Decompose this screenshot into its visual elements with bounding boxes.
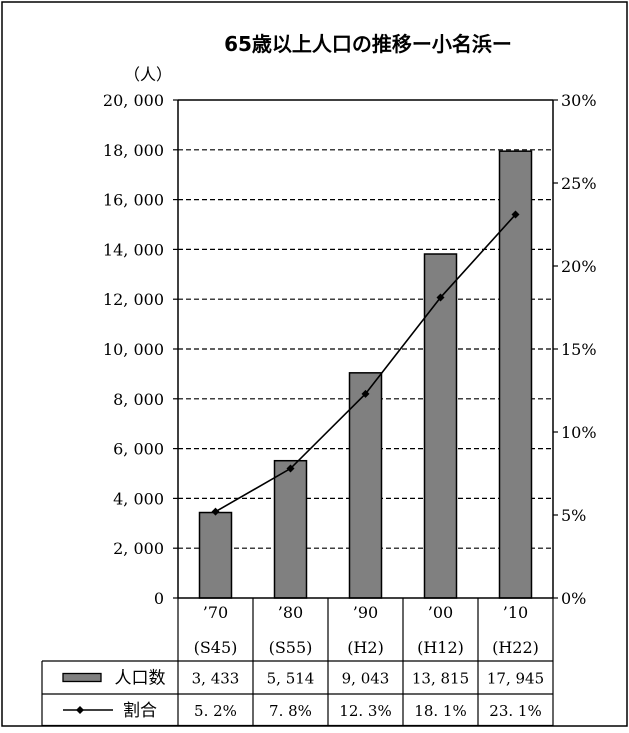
y-left-tick-label: 14, 000 [103, 240, 164, 259]
y-left-tick-label: 16, 000 [103, 191, 164, 210]
x-category-label: ’70 [203, 603, 228, 622]
data-table: ’70 (S45) ’80 (S55) ’90 (H2) ’00 (H12) ’10 (H22) 人… [41, 598, 554, 727]
y-left-tick-label: 20, 000 [103, 91, 164, 110]
data-label: 18. 1% [414, 702, 466, 720]
legend-key-bar [62, 672, 102, 683]
bar [198, 511, 233, 599]
y-left-tick-label: 8, 000 [113, 390, 164, 409]
y-right-tick-label: 30% [561, 91, 597, 110]
data-label: 3, 433 [192, 670, 240, 688]
bar [273, 459, 308, 599]
y-left-tick-label: 12, 000 [103, 290, 164, 309]
y-right-tick-label: 20% [561, 257, 597, 276]
line-point [361, 389, 370, 398]
bar [348, 372, 383, 599]
data-label: 17, 945 [487, 670, 544, 688]
data-label: 13, 815 [412, 670, 469, 688]
bar [423, 253, 458, 599]
line-series [211, 210, 520, 516]
bar-series [198, 150, 533, 599]
x-category-sublabel: (H2) [347, 638, 384, 657]
y-axis-left-unit-label: （人） [124, 65, 172, 84]
x-category-sublabel: (S55) [269, 638, 313, 657]
legend-label: 割合 [123, 701, 157, 721]
x-category-label: ’10 [503, 603, 528, 622]
y-left-tick-label: 10, 000 [103, 340, 164, 359]
data-label: 9, 043 [342, 670, 390, 688]
legend-key-marker [76, 706, 84, 714]
y-right-tick-label: 10% [561, 423, 597, 442]
data-label: 12. 3% [339, 702, 391, 720]
line-point [211, 507, 220, 516]
y-left-tick-label: 6, 000 [113, 440, 164, 459]
line-point [436, 293, 445, 302]
line-point [511, 210, 520, 219]
y-left-tick-label: 4, 000 [113, 489, 164, 508]
x-category-label: ’90 [353, 603, 378, 622]
data-label: 7. 8% [269, 702, 312, 720]
chart-title: 65歳以上人口の推移ー小名浜ー [224, 32, 512, 56]
y-left-tick-label: 2, 000 [113, 539, 164, 558]
x-category-sublabel: (H12) [417, 638, 464, 657]
y-right-tick-label: 0% [561, 589, 586, 608]
data-label: 23. 1% [489, 702, 541, 720]
data-label: 5, 514 [267, 670, 315, 688]
x-category-sublabel: (H22) [492, 638, 539, 657]
legend-label: 人口数 [115, 669, 166, 689]
y-axis-right-ticks: 0% 5% 10% 15% 20% 25% 30% [553, 91, 597, 608]
y-right-tick-label: 15% [561, 340, 597, 359]
x-category-label: ’80 [278, 603, 303, 622]
y-left-tick-label: 18, 000 [103, 141, 164, 160]
y-axis-left-ticks: 0 2, 000 4, 000 6, 000 8, 000 10, 000 12, 000 1… [103, 91, 178, 608]
y-right-tick-label: 25% [561, 174, 597, 193]
line-point [286, 464, 295, 473]
y-left-tick-label: 0 [154, 589, 164, 608]
y-right-tick-label: 5% [561, 506, 586, 525]
data-label: 5. 2% [194, 702, 237, 720]
x-category-label: ’00 [428, 603, 453, 622]
x-category-sublabel: (S45) [194, 638, 238, 657]
